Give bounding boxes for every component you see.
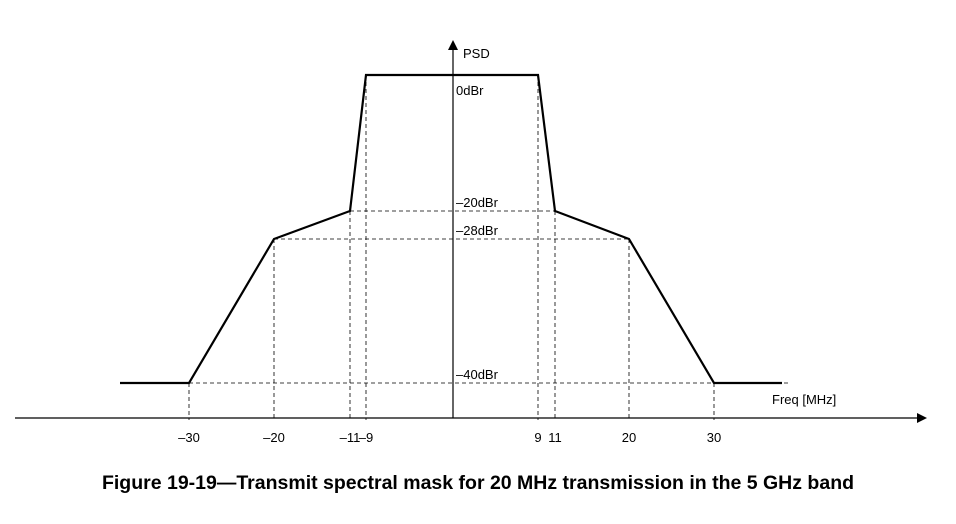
y-axis-label: PSD <box>463 46 490 61</box>
x-tick-label: –30 <box>178 430 200 445</box>
y-level-label: –28dBr <box>456 223 499 238</box>
x-tick-label: 30 <box>707 430 721 445</box>
spectral-mask-chart: –30 –20 –11–9 9 11 20 30 0dBr –20dBr –28dBr –40dB… <box>15 40 927 445</box>
axes <box>15 40 927 423</box>
mask-series <box>120 73 782 385</box>
y-level-label: 0dBr <box>456 83 484 98</box>
x-axis-label: Freq [MHz] <box>772 392 836 407</box>
x-tick-label: 20 <box>622 430 636 445</box>
y-level-label: –40dBr <box>456 367 499 382</box>
x-tick-labels: –30 –20 –11–9 9 11 20 30 <box>178 430 721 445</box>
y-level-label: –20dBr <box>456 195 499 210</box>
y-level-labels: 0dBr –20dBr –28dBr –40dBr <box>456 83 499 382</box>
mask-line <box>120 73 782 385</box>
x-tick-label: –11 <box>340 430 361 445</box>
guide-lines <box>188 75 788 420</box>
x-tick-label: 9 <box>534 430 541 445</box>
figure-caption: Figure 19-19—Transmit spectral mask for … <box>101 472 855 494</box>
x-tick-label: –9 <box>359 430 373 445</box>
x-tick-label: –20 <box>263 430 285 445</box>
x-tick-label: 11 <box>548 430 562 445</box>
